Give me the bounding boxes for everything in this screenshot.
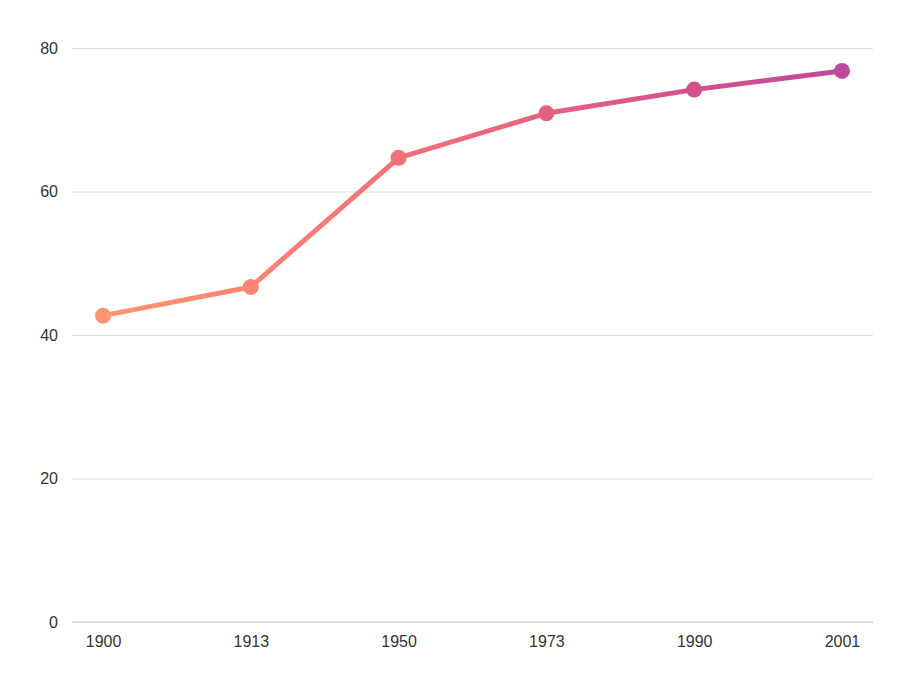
x-tick-label: 1973 xyxy=(529,633,565,650)
x-tick: 1990 xyxy=(677,622,713,650)
y-tick: 80 xyxy=(40,40,873,57)
grid-line xyxy=(72,479,873,480)
y-axis-line xyxy=(73,49,874,623)
x-tick: 1913 xyxy=(234,622,270,650)
point xyxy=(243,279,259,295)
y-tick-label: 80 xyxy=(40,40,58,57)
x-tick-label: 1900 xyxy=(86,633,122,650)
y-tick: 60 xyxy=(40,183,873,200)
y-tick-label: 0 xyxy=(49,614,58,631)
plot-area xyxy=(95,63,850,324)
grid-line xyxy=(72,335,873,336)
chart: 0 20 40 60 80 1900 1913 1950 1973 1990 2001 xyxy=(0,0,900,675)
y-tick: 20 xyxy=(40,470,873,487)
x-tick: 1950 xyxy=(381,622,417,650)
point xyxy=(686,82,702,98)
point xyxy=(95,308,111,324)
point xyxy=(834,63,850,79)
x-tick-label: 2001 xyxy=(825,633,861,650)
y-tick-label: 60 xyxy=(40,183,58,200)
x-tick: 1973 xyxy=(529,622,565,650)
x-tick: 2001 xyxy=(825,622,861,650)
y-tick-label: 40 xyxy=(40,327,58,344)
point xyxy=(538,105,554,121)
line xyxy=(103,71,842,316)
y-tick-label: 20 xyxy=(40,470,58,487)
y-tick: 40 xyxy=(40,327,873,344)
x-tick-label: 1913 xyxy=(234,633,270,650)
y-tick: 0 xyxy=(49,614,873,631)
x-axis: 1900 1913 1950 1973 1990 2001 xyxy=(72,622,873,650)
x-axis-line xyxy=(72,622,873,623)
x-tick: 1900 xyxy=(86,622,122,650)
grid-line xyxy=(72,48,873,49)
x-tick-label: 1990 xyxy=(677,633,713,650)
grid-line xyxy=(72,192,873,193)
y-axis: 0 20 40 60 80 xyxy=(40,40,873,631)
grid-line xyxy=(72,622,873,623)
x-tick-label: 1950 xyxy=(381,633,417,650)
point xyxy=(391,150,407,166)
